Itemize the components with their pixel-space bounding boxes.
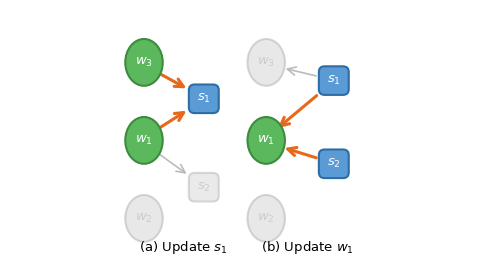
Ellipse shape — [125, 195, 163, 242]
Text: $w_3$: $w_3$ — [257, 56, 275, 69]
Text: $w_3$: $w_3$ — [135, 56, 153, 69]
FancyBboxPatch shape — [189, 173, 219, 202]
Ellipse shape — [125, 117, 163, 164]
Text: (b) Update $w_1$: (b) Update $w_1$ — [261, 238, 354, 256]
Text: $s_1$: $s_1$ — [197, 92, 211, 105]
Text: $s_2$: $s_2$ — [327, 157, 341, 170]
Text: $w_2$: $w_2$ — [257, 212, 275, 225]
Ellipse shape — [248, 39, 285, 86]
FancyBboxPatch shape — [189, 84, 219, 113]
Text: $s_2$: $s_2$ — [197, 181, 211, 194]
Ellipse shape — [248, 117, 285, 164]
Text: $w_2$: $w_2$ — [135, 212, 153, 225]
Ellipse shape — [248, 195, 285, 242]
FancyBboxPatch shape — [319, 66, 349, 95]
Text: $w_1$: $w_1$ — [257, 134, 275, 147]
FancyBboxPatch shape — [319, 150, 349, 178]
Text: (a) Update $s_1$: (a) Update $s_1$ — [138, 238, 227, 256]
Text: $s_1$: $s_1$ — [327, 74, 341, 87]
Ellipse shape — [125, 39, 163, 86]
Text: $w_1$: $w_1$ — [135, 134, 153, 147]
